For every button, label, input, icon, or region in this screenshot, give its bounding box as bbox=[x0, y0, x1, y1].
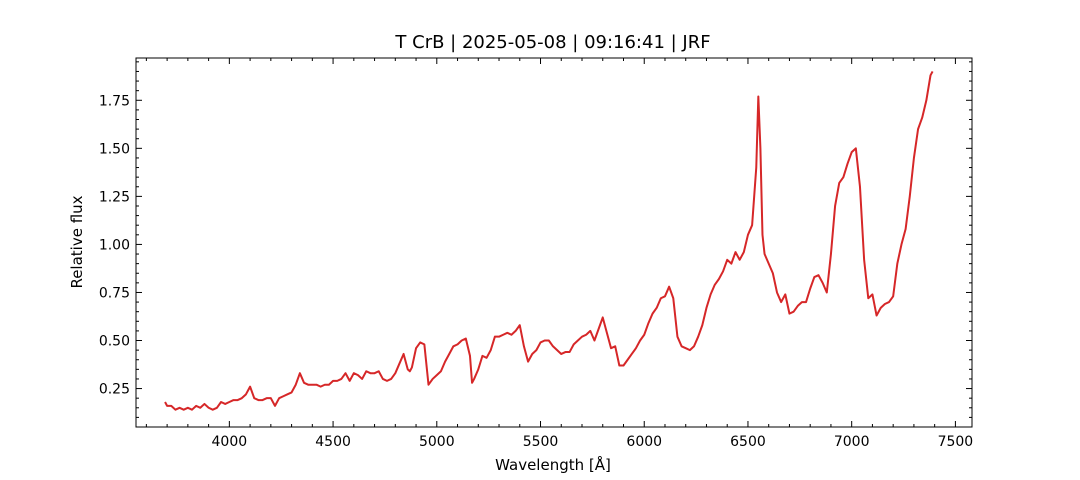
y-axis-label: Relative flux bbox=[68, 195, 86, 288]
x-tick-label: 7500 bbox=[938, 434, 974, 450]
y-tick-label: 1.25 bbox=[99, 189, 130, 205]
y-axis-ticks: 0.25 0.50 0.75 1.00 1.25 1.50 1.75 bbox=[99, 61, 972, 428]
y-tick-label: 0.75 bbox=[99, 285, 130, 301]
x-axis-ticks: 4000 4500 5000 5500 6000 6500 7000 7500 bbox=[145, 58, 974, 450]
x-tick-label: 5000 bbox=[419, 434, 455, 450]
chart-title: T CrB | 2025-05-08 | 09:16:41 | JRF bbox=[394, 32, 710, 53]
y-tick-label: 1.00 bbox=[99, 237, 130, 253]
x-axis-label: Wavelength [Å] bbox=[495, 455, 611, 474]
x-tick-label: 4000 bbox=[212, 434, 248, 450]
y-tick-label: 1.75 bbox=[99, 93, 130, 109]
plot-frame bbox=[135, 57, 973, 428]
x-tick-label: 5500 bbox=[523, 434, 559, 450]
series-layer bbox=[164, 70, 934, 411]
x-tick-label: 6000 bbox=[626, 434, 662, 450]
y-tick-label: 1.50 bbox=[99, 141, 130, 157]
x-tick-label: 7000 bbox=[834, 434, 870, 450]
series-line bbox=[164, 70, 934, 411]
x-tick-label: 6500 bbox=[730, 434, 766, 450]
y-tick-label: 0.25 bbox=[99, 382, 130, 398]
y-tick-label: 0.50 bbox=[99, 334, 130, 350]
x-tick-label: 4500 bbox=[315, 434, 351, 450]
